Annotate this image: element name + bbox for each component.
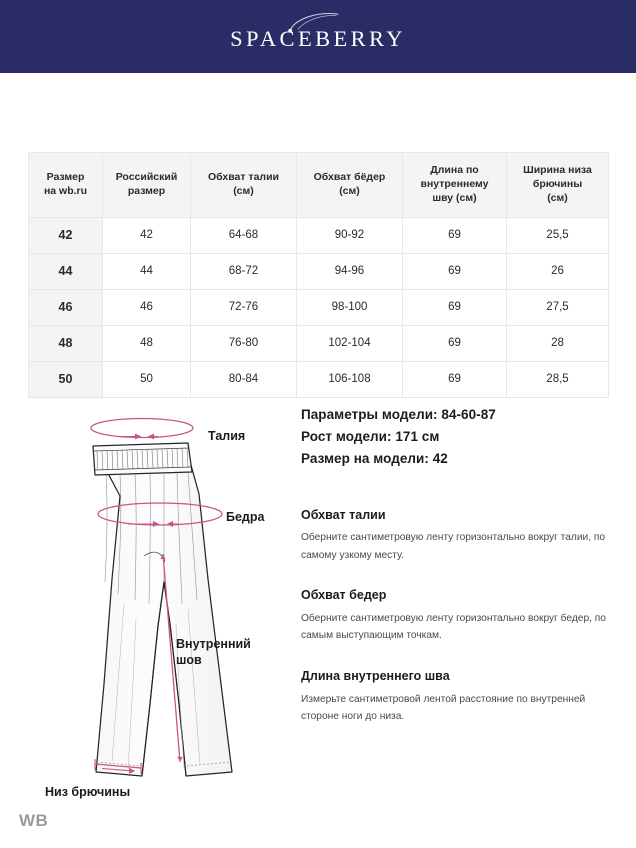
cell-russian-size: 46 bbox=[102, 288, 191, 326]
guide-item-hips: Обхват бедер Оберните сантиметровую лент… bbox=[301, 588, 607, 645]
diagram-label-hem: Низ брючины bbox=[45, 785, 131, 799]
cell-waist: 68-72 bbox=[190, 252, 297, 290]
table-header-row: Размер на wb.ru Российский размер Обхват т… bbox=[28, 152, 609, 218]
cell-waist: 80-84 bbox=[190, 360, 297, 398]
column-header-waist: Обхват талии (см) bbox=[190, 152, 297, 218]
guide-title-waist: Обхват талии bbox=[301, 507, 386, 522]
cell-russian-size: 44 bbox=[102, 252, 191, 290]
size-chart-header: Размер на wb.ru Российский размер Обхват т… bbox=[28, 152, 609, 218]
table-row: 46 46 72-76 98-100 69 27,5 bbox=[28, 288, 609, 326]
guide-desc-hips: Оберните сантиметровую ленту горизонталь… bbox=[301, 612, 606, 642]
cell-russian-size: 42 bbox=[102, 216, 191, 254]
brand-logo: SPACEBERRY bbox=[230, 13, 406, 52]
cell-hips: 106-108 bbox=[296, 360, 403, 398]
size-chart-body: 42 42 64-68 90-92 69 25,5 44 44 68-72 94… bbox=[28, 216, 609, 398]
size-chart-table: Размер на wb.ru Российский размер Обхват т… bbox=[28, 152, 609, 398]
cell-waist: 76-80 bbox=[190, 324, 297, 362]
cell-hem-width: 27,5 bbox=[506, 288, 609, 326]
column-header-hips: Обхват бёдер (см) bbox=[296, 152, 403, 218]
cell-waist: 64-68 bbox=[190, 216, 297, 254]
model-spec-measurements: Параметры модели: 84-60-87 bbox=[301, 407, 496, 422]
cell-inseam: 69 bbox=[402, 324, 507, 362]
brand-wordmark: SPACEBERRY bbox=[230, 26, 406, 52]
diagram-label-hips: Бедра bbox=[226, 510, 265, 524]
cell-waist: 72-76 bbox=[190, 288, 297, 326]
column-header-russian-size: Российский размер bbox=[102, 152, 191, 218]
model-spec-height: Рост модели: 171 см bbox=[301, 428, 440, 444]
cell-wb-size: 42 bbox=[28, 216, 103, 254]
cell-hem-width: 28,5 bbox=[506, 360, 609, 398]
model-specs-list: Параметры модели: 84-60-87 Рост модели: … bbox=[301, 404, 607, 470]
guide-desc-inseam: Измерьте сантиметровой лентой расстояние… bbox=[301, 693, 586, 723]
guide-item-inseam: Длина внутреннего шва Измерьте сантиметр… bbox=[301, 669, 607, 726]
cell-inseam: 69 bbox=[402, 360, 507, 398]
cell-wb-size: 46 bbox=[28, 288, 103, 326]
model-spec-size: Размер на модели: 42 bbox=[301, 450, 448, 466]
cell-russian-size: 50 bbox=[102, 360, 191, 398]
cell-russian-size: 48 bbox=[102, 324, 191, 362]
trousers-diagram: Талия Бедра Внутренний шов Низ брючины bbox=[36, 404, 298, 804]
cell-wb-size: 50 bbox=[28, 360, 103, 398]
cell-hips: 90-92 bbox=[296, 216, 403, 254]
cell-hem-width: 25,5 bbox=[506, 216, 609, 254]
model-and-guide-column: Параметры модели: 84-60-87 Рост модели: … bbox=[301, 404, 607, 726]
guide-desc-waist: Оберните сантиметровую ленту горизонталь… bbox=[301, 532, 606, 561]
cell-hem-width: 28 bbox=[506, 324, 609, 362]
diagram-label-inseam: Внутренний шов bbox=[176, 637, 251, 667]
cell-inseam: 69 bbox=[402, 216, 507, 254]
cell-wb-size: 44 bbox=[28, 252, 103, 290]
cell-inseam: 69 bbox=[402, 252, 507, 290]
cell-hips: 94-96 bbox=[296, 252, 403, 290]
column-header-inseam-length: Длина по внутреннему шву (см) bbox=[402, 152, 507, 218]
cell-inseam: 69 bbox=[402, 288, 507, 326]
size-chart: Размер на wb.ru Российский размер Обхват т… bbox=[28, 152, 609, 398]
cell-hem-width: 26 bbox=[506, 252, 609, 290]
diagram-label-waist: Талия bbox=[208, 429, 246, 443]
wide-leg-trousers-technical-drawing-icon bbox=[90, 417, 233, 777]
table-row: 48 48 76-80 102-104 69 28 bbox=[28, 324, 609, 362]
wildberries-mark: WB bbox=[19, 811, 49, 830]
guide-title-hips: Обхват бедер bbox=[301, 588, 387, 603]
table-row: 44 44 68-72 94-96 69 26 bbox=[28, 252, 609, 290]
column-header-wb-size: Размер на wb.ru bbox=[28, 152, 103, 218]
cell-hips: 102-104 bbox=[296, 324, 403, 362]
measurement-section: Талия Бедра Внутренний шов Низ брючины Па… bbox=[0, 404, 636, 804]
brand-header-band: SPACEBERRY bbox=[0, 0, 636, 73]
table-row: 50 50 80-84 106-108 69 28,5 bbox=[28, 360, 609, 398]
column-header-hem-width: Ширина низа брючины (см) bbox=[506, 152, 609, 218]
guide-item-waist: Обхват талии Оберните сантиметровую лент… bbox=[301, 508, 607, 565]
cell-wb-size: 48 bbox=[28, 324, 103, 362]
table-row: 42 42 64-68 90-92 69 25,5 bbox=[28, 216, 609, 254]
guide-title-inseam: Длина внутреннего шва bbox=[301, 669, 450, 684]
cell-hips: 98-100 bbox=[296, 288, 403, 326]
